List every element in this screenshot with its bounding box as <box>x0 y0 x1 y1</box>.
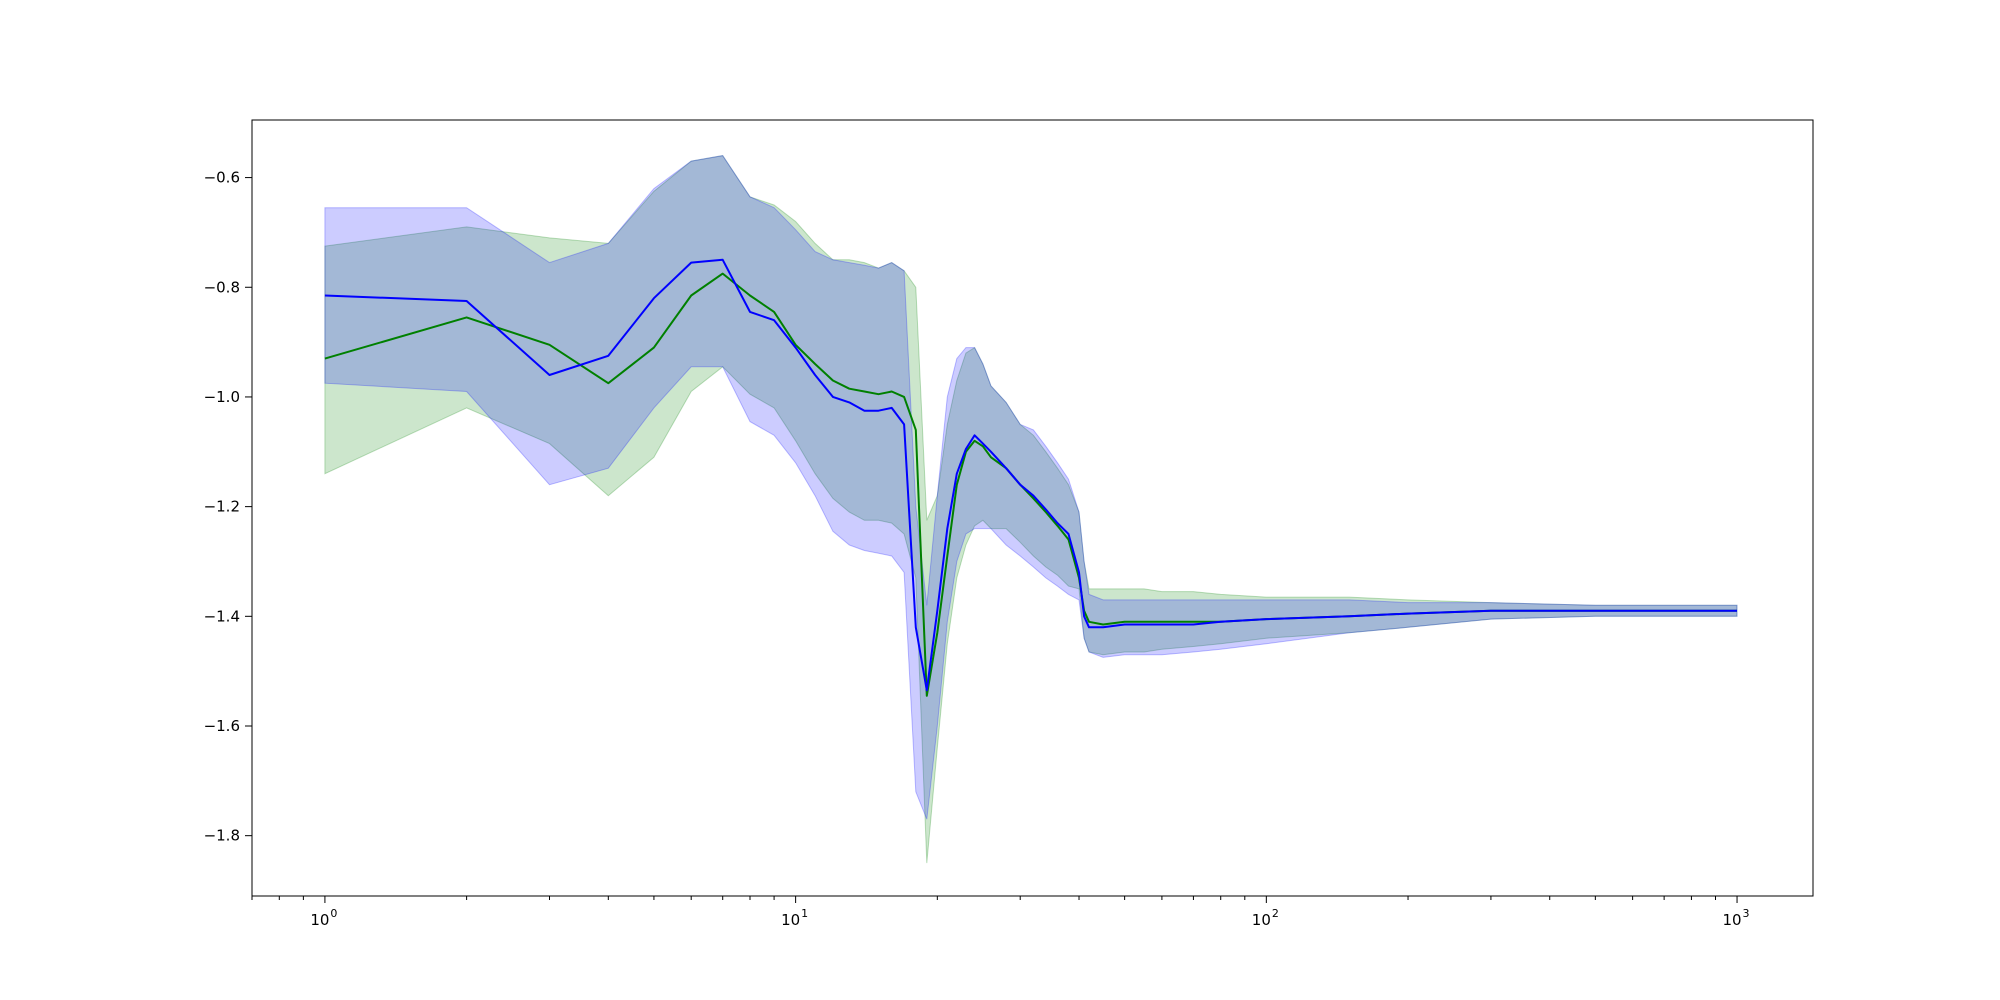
x-tick-exponent: 2 <box>1272 907 1279 920</box>
series-1-band <box>324 155 1738 820</box>
y-tick-label: −1.4 <box>204 607 240 625</box>
x-tick-label: 10 <box>1722 911 1741 929</box>
y-tick-label: −1.2 <box>204 498 240 516</box>
y-tick-label: −0.8 <box>204 278 240 296</box>
series-0-band <box>324 155 1738 864</box>
y-tick-label: −1.8 <box>204 827 240 845</box>
x-axis: 10 0 10 1 10 2 10 3 <box>251 896 1750 929</box>
x-tick-exponent: 1 <box>801 907 808 920</box>
series-1-line <box>324 258 1737 692</box>
x-tick-exponent: 3 <box>1743 907 1750 920</box>
x-tick-label: 10 <box>310 911 329 929</box>
series-lines <box>324 258 1737 697</box>
y-tick-label: −0.6 <box>204 169 240 187</box>
x-tick-exponent: 0 <box>330 907 337 920</box>
y-tick-label: −1.6 <box>204 717 240 735</box>
confidence-bands <box>324 155 1738 864</box>
x-tick-label: 10 <box>781 911 800 929</box>
series-0-line <box>324 272 1737 697</box>
y-axis: −0.6 −0.8 −1.0 −1.2 −1.4 −1.6 −1.8 <box>204 169 252 845</box>
plot-area-frame <box>251 119 1814 897</box>
x-tick-label: 10 <box>1252 911 1271 929</box>
y-tick-label: −1.0 <box>204 388 240 406</box>
